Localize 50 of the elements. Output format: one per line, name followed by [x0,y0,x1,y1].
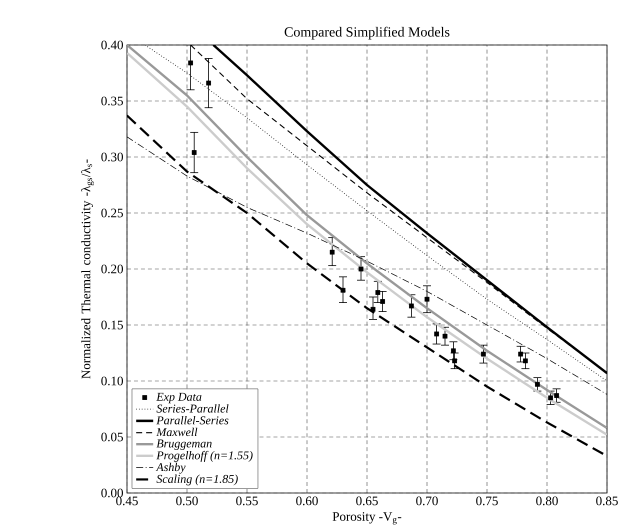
point [554,393,559,398]
x-tick-label: 0.50 [176,496,198,506]
point [380,299,385,304]
point [409,304,414,308]
point [523,358,528,364]
point [206,80,211,86]
y-tick-label: 0.00 [101,488,123,498]
chart-title: Compared Simplified Models [284,26,450,40]
x-tick-label: 0.80 [536,496,558,506]
point [481,352,486,357]
y-tick-label: 0.05 [101,432,123,442]
point [442,334,448,339]
legend-label: Scaling (n=1.85) [156,474,238,486]
legend-label: Ashby [156,462,186,474]
legend-label: Progelhoff (n=1.55) [156,450,253,462]
legend-label: Exp Data [156,392,202,404]
point [358,266,364,272]
point [518,352,523,357]
point [330,250,335,255]
y-tick-label: 0.10 [101,376,123,386]
x-tick-label: 0.55 [236,496,258,506]
point [370,306,376,312]
point [451,348,456,354]
point [375,290,380,295]
y-tick-label: 0.25 [101,208,123,218]
x-tick-label: 0.65 [356,496,378,506]
y-tick-label: 0.35 [101,96,123,106]
y-tick-label: 0.40 [101,40,123,50]
point [434,332,439,336]
point [424,296,430,302]
y-tick-label: 0.30 [101,152,123,162]
legend-label: Bruggeman [156,440,212,450]
legend-label: Maxwell [156,428,198,436]
point [452,358,457,364]
x-tick-label: 0.45 [116,496,138,506]
x-tick-label: 0.85 [596,496,618,506]
x-tick-label: 0.60 [296,496,318,506]
point [548,395,553,400]
point [188,60,193,66]
point [535,382,540,387]
x-tick-label: 0.70 [416,496,438,506]
point [340,288,346,293]
point [192,150,197,155]
y-tick-label: 0.20 [101,264,123,274]
x-axis-title: Porosity -V$_{g}$- [332,512,402,524]
y-tick-label: 0.15 [101,320,123,330]
legend-label: Parallel-Series [156,416,228,424]
x-tick-label: 0.75 [476,496,498,506]
y-axis-title: Normalized Thermal conductivity -λ$_{gs}$/λ$_{s}$- [81,159,94,379]
legend-label: Series-Parallel [156,404,229,413]
